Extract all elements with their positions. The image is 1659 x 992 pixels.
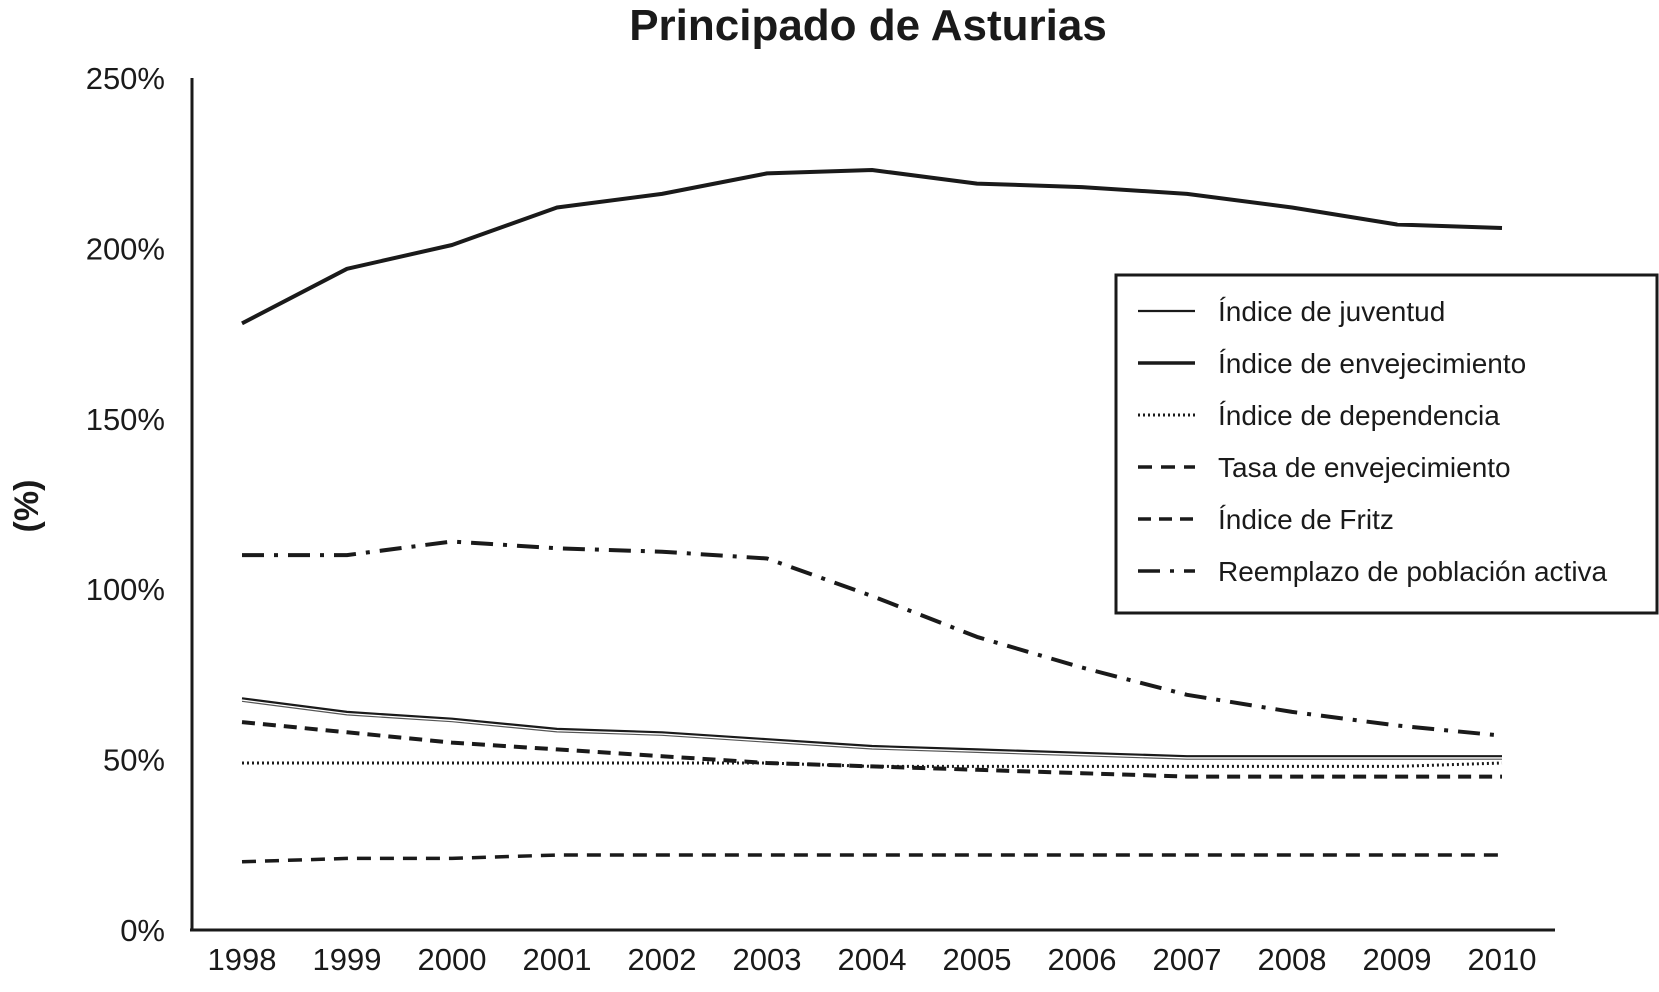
legend-label-3: Tasa de envejecimiento	[1218, 452, 1511, 483]
legend-label-2: Índice de dependencia	[1218, 400, 1500, 431]
x-tick-label: 2008	[1258, 942, 1327, 977]
y-tick-label: 200%	[86, 231, 165, 266]
x-tick-label: 1998	[208, 942, 277, 977]
legend-label-1: Índice de envejecimiento	[1218, 348, 1526, 379]
y-tick-label: 250%	[86, 61, 165, 96]
y-ticks: 0% 50% 100% 150% 200% 250%	[86, 61, 165, 948]
x-tick-label: 2005	[943, 942, 1012, 977]
legend-label-4: Índice de Fritz	[1218, 504, 1394, 535]
y-tick-label: 150%	[86, 402, 165, 437]
series-line-3	[242, 855, 1502, 862]
x-ticks: 1998 1999 2000 2001 2002 2003 2004 2005 2006 2007…	[208, 942, 1537, 977]
y-axis-label: (%)	[8, 480, 46, 533]
legend-label-0: Índice de juventud	[1218, 296, 1445, 327]
x-tick-label: 2009	[1363, 942, 1432, 977]
x-tick-label: 2000	[418, 942, 487, 977]
x-tick-label: 2002	[628, 942, 697, 977]
series-line-0	[242, 698, 1502, 756]
chart-title: Principado de Asturias	[629, 1, 1107, 50]
x-tick-label: 1999	[313, 942, 382, 977]
y-tick-label: 100%	[86, 572, 165, 607]
x-tick-label: 2010	[1468, 942, 1537, 977]
y-tick-label: 0%	[120, 913, 165, 948]
series-line-0-shadow	[242, 701, 1502, 759]
x-tick-label: 2001	[523, 942, 592, 977]
x-tick-label: 2003	[733, 942, 802, 977]
x-tick-label: 2004	[838, 942, 907, 977]
x-tick-label: 2007	[1153, 942, 1222, 977]
x-tick-label: 2006	[1048, 942, 1117, 977]
legend: Índice de juventud Índice de envejecimien…	[1116, 275, 1657, 613]
legend-label-5: Reemplazo de población activa	[1218, 556, 1608, 587]
y-tick-label: 50%	[103, 743, 165, 778]
